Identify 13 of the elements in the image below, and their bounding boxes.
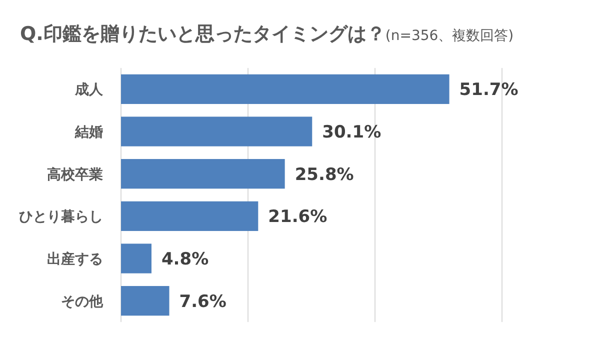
category-label: 高校卒業 [47, 166, 103, 183]
data-label: 51.7% [459, 80, 518, 100]
data-label: 30.1% [322, 122, 382, 142]
data-label: 4.8% [161, 250, 209, 270]
category-label: ひとり暮らし [19, 209, 103, 226]
data-label: 7.6% [179, 292, 226, 312]
category-label: 成人 [75, 82, 103, 98]
category-label: その他 [61, 294, 103, 310]
category-label: 結婚 [75, 124, 103, 140]
title: Q.印鑑を贈りたいと思ったタイミングは？(n=356、複数回答) [20, 23, 514, 45]
category-label: 出産する [47, 252, 103, 268]
data-label: 25.8% [294, 164, 354, 185]
data-label: 21.6% [268, 207, 328, 228]
